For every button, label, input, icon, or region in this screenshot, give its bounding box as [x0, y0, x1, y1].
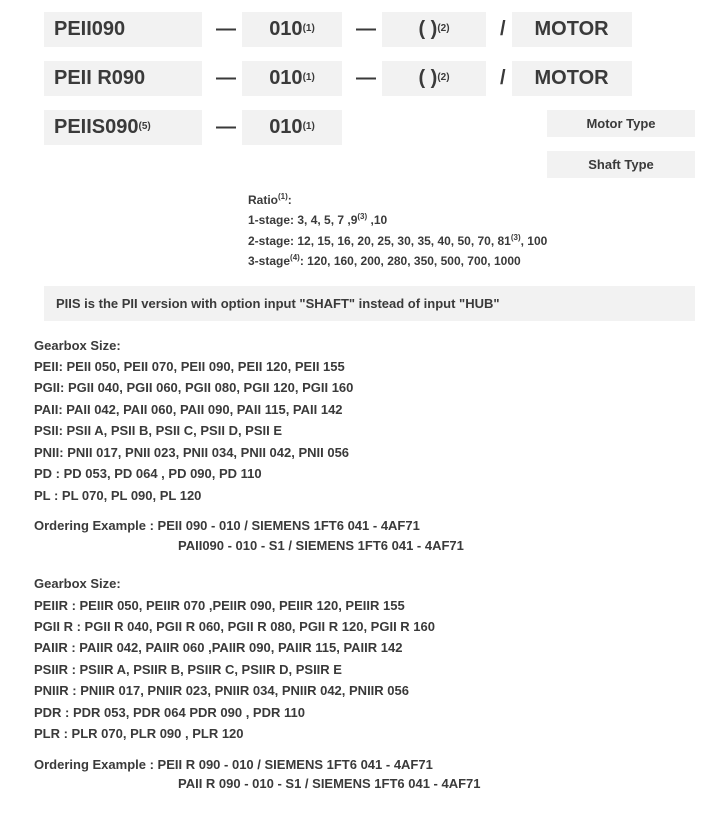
ratio-line-1: 1-stage: 3, 4, 5, 7 ,9(3) ,10 — [248, 210, 695, 230]
ordering-label: Ordering Example : — [34, 757, 158, 772]
model-code: PEIIS090(5) — [44, 110, 202, 145]
ratio-line-2: 2-stage: 12, 15, 16, 20, 25, 30, 35, 40,… — [248, 231, 695, 251]
ordering-example-2: Ordering Example : PEII R 090 - 010 / SI… — [34, 755, 695, 794]
shaft-code: ( )(2) — [382, 12, 486, 47]
gearbox-line: PEIIR : PEIIR 050, PEIIR 070 ,PEIIR 090,… — [34, 595, 695, 616]
gearbox-title: Gearbox Size: — [34, 573, 695, 594]
ratio-title: Ratio(1): — [248, 190, 695, 210]
gearbox-line: PD : PD 053, PD 064 , PD 090, PD 110 — [34, 463, 695, 484]
model-text: PEIIS090 — [54, 116, 139, 139]
gearbox-line: PSIIR : PSIIR A, PSIIR B, PSIIR C, PSIIR… — [34, 659, 695, 680]
motor-text: MOTOR — [535, 18, 609, 41]
gearbox-section-1: Gearbox Size: PEII: PEII 050, PEII 070, … — [34, 335, 695, 507]
slash-separator: / — [500, 18, 506, 41]
gearbox-line: PAII: PAII 042, PAII 060, PAII 090, PAII… — [34, 399, 695, 420]
shaft-sup: (2) — [437, 23, 449, 34]
motor-code: MOTOR — [512, 61, 632, 96]
gearbox-title: Gearbox Size: — [34, 335, 695, 356]
gearbox-line: PNIIR : PNIIR 017, PNIIR 023, PNIIR 034,… — [34, 680, 695, 701]
gearbox-line: PDR : PDR 053, PDR 064 PDR 090 , PDR 110 — [34, 702, 695, 723]
dash-separator: — — [356, 18, 376, 41]
gearbox-line: PGII: PGII 040, PGII 060, PGII 080, PGII… — [34, 377, 695, 398]
note-banner: PIIS is the PII version with option inpu… — [44, 286, 695, 321]
motor-type-label: Motor Type — [547, 110, 695, 137]
shaft-text: ( ) — [418, 67, 437, 90]
shaft-type-label: Shaft Type — [547, 151, 695, 178]
model-code: PEII090 — [44, 12, 202, 47]
slash-separator: / — [500, 67, 506, 90]
dash-separator: — — [356, 67, 376, 90]
model-sup: (5) — [139, 121, 151, 132]
ratio-code: 010(1) — [242, 61, 342, 96]
ratio-text: 010 — [269, 67, 302, 90]
gearbox-line: PL : PL 070, PL 090, PL 120 — [34, 485, 695, 506]
ratio-text: 010 — [269, 18, 302, 41]
code-row-2: PEII R090 — 010(1) — ( )(2) / MOTOR — [12, 61, 695, 96]
motor-code: MOTOR — [512, 12, 632, 47]
code-row-3: PEIIS090(5) — 010(1) Motor Type — [12, 110, 695, 145]
ratio-sup: (1) — [303, 23, 315, 34]
motor-text: MOTOR — [535, 67, 609, 90]
ordering-line2: PAII090 - 010 - S1 / SIEMENS 1FT6 041 - … — [34, 536, 695, 556]
model-code: PEII R090 — [44, 61, 202, 96]
gearbox-section-2: Gearbox Size: PEIIR : PEIIR 050, PEIIR 0… — [34, 573, 695, 745]
model-text: PEII090 — [54, 18, 125, 41]
ratio-sup: (1) — [303, 72, 315, 83]
shaft-sup: (2) — [437, 72, 449, 83]
code-rows: PEII090 — 010(1) — ( )(2) / MOTOR PEII R… — [12, 12, 695, 321]
gearbox-line: PNII: PNII 017, PNII 023, PNII 034, PNII… — [34, 442, 695, 463]
ordering-line1: PEII 090 - 010 / SIEMENS 1FT6 041 - 4AF7… — [158, 518, 420, 533]
gearbox-line: PAIIR : PAIIR 042, PAIIR 060 ,PAIIR 090,… — [34, 637, 695, 658]
ratio-line-3: 3-stage(4): 120, 160, 200, 280, 350, 500… — [248, 251, 695, 271]
shaft-code: ( )(2) — [382, 61, 486, 96]
gearbox-line: PSII: PSII A, PSII B, PSII C, PSII D, PS… — [34, 420, 695, 441]
ordering-line2: PAII R 090 - 010 - S1 / SIEMENS 1FT6 041… — [34, 774, 695, 794]
ordering-line1: PEII R 090 - 010 / SIEMENS 1FT6 041 - 4A… — [158, 757, 433, 772]
shaft-text: ( ) — [418, 18, 437, 41]
code-row-1: PEII090 — 010(1) — ( )(2) / MOTOR — [12, 12, 695, 47]
ordering-label: Ordering Example : — [34, 518, 158, 533]
dash-separator: — — [216, 18, 236, 41]
dash-separator: — — [216, 67, 236, 90]
ordering-example-1: Ordering Example : PEII 090 - 010 / SIEM… — [34, 516, 695, 555]
ratio-sup: (1) — [303, 121, 315, 132]
ratio-text: 010 — [269, 116, 302, 139]
gearbox-line: PEII: PEII 050, PEII 070, PEII 090, PEII… — [34, 356, 695, 377]
shaft-type-row: Shaft Type — [12, 151, 695, 186]
gearbox-line: PLR : PLR 070, PLR 090 , PLR 120 — [34, 723, 695, 744]
ratio-code: 010(1) — [242, 12, 342, 47]
dash-separator: — — [216, 116, 236, 139]
model-text: PEII R090 — [54, 67, 145, 90]
ratio-code: 010(1) — [242, 110, 342, 145]
ratio-info: Ratio(1): 1-stage: 3, 4, 5, 7 ,9(3) ,10 … — [248, 186, 695, 282]
gearbox-line: PGII R : PGII R 040, PGII R 060, PGII R … — [34, 616, 695, 637]
